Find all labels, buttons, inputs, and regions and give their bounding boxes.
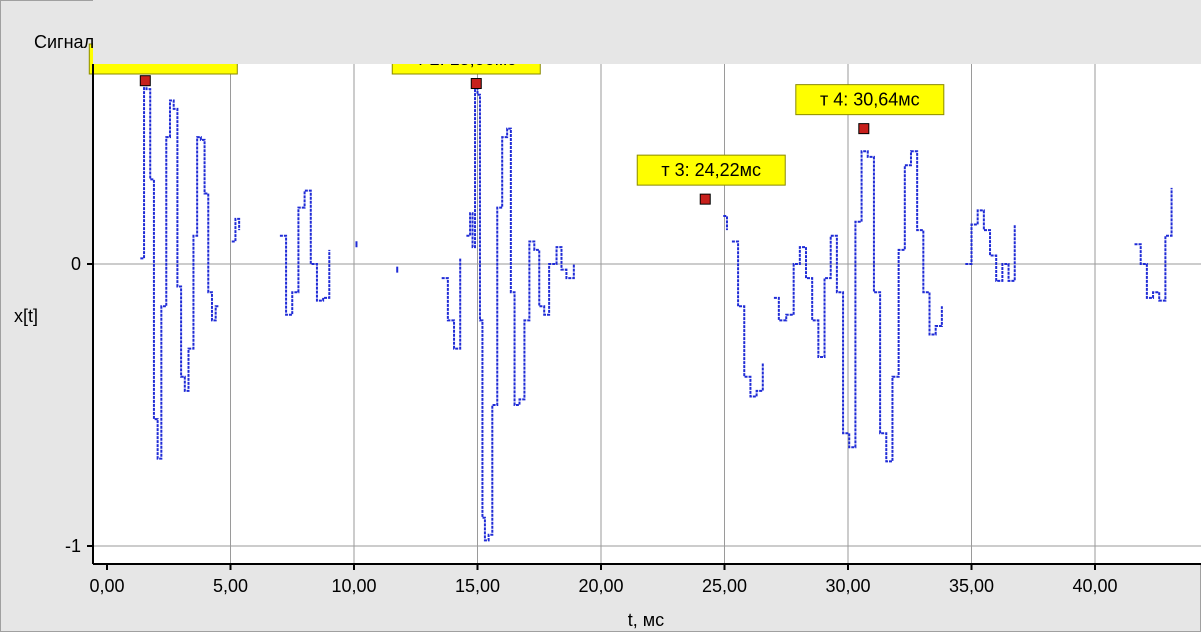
signal-line-segment	[441, 258, 462, 350]
x-tick-label: 5,00	[213, 576, 248, 596]
x-tick-label: 25,00	[702, 576, 747, 596]
marker-point	[699, 193, 711, 205]
grid	[93, 64, 1201, 564]
y-tick-label: 0	[71, 254, 81, 274]
x-tick-label: 15,00	[455, 576, 500, 596]
signal-series	[140, 76, 1173, 542]
marker-label: т 3: 24,22мс	[661, 160, 761, 180]
title-strip	[93, 0, 1201, 64]
signal-line-segment	[1134, 187, 1173, 302]
signal-line-segment	[773, 150, 943, 463]
y-tick-label: -1	[65, 536, 81, 556]
y-axis-label: x[t]	[14, 306, 38, 326]
x-tick-label: 10,00	[331, 576, 376, 596]
marker-label: т 4: 30,64мс	[820, 90, 920, 110]
marker-label-box	[636, 154, 786, 186]
x-tick-label: 20,00	[578, 576, 623, 596]
marker-point	[470, 78, 482, 90]
marker-point	[858, 123, 870, 135]
x-tick-label: 35,00	[949, 576, 994, 596]
axes	[87, 64, 1201, 570]
signal-line-segment	[466, 79, 575, 542]
x-tick-label: 0,00	[89, 576, 124, 596]
signal-line-segment	[279, 189, 331, 316]
x-tick-label: 40,00	[1072, 576, 1117, 596]
signal-line-segment	[965, 209, 1016, 282]
x-axis-label: t, мс	[628, 610, 664, 630]
signal-line-segment	[140, 76, 220, 460]
tick-labels: 0,00 5,00 10,00 15,00 20,00 25,00 30,00 35,00 40…	[65, 254, 1118, 596]
signal-line-segment	[731, 240, 764, 398]
marker-label-box	[795, 84, 945, 116]
signal-line-segment	[231, 217, 241, 243]
marker-point	[139, 75, 151, 87]
plot-area	[93, 64, 1201, 564]
x-tick-label: 30,00	[825, 576, 870, 596]
chart-title: Сигнал	[34, 32, 94, 52]
signal-line-segment	[723, 215, 728, 231]
